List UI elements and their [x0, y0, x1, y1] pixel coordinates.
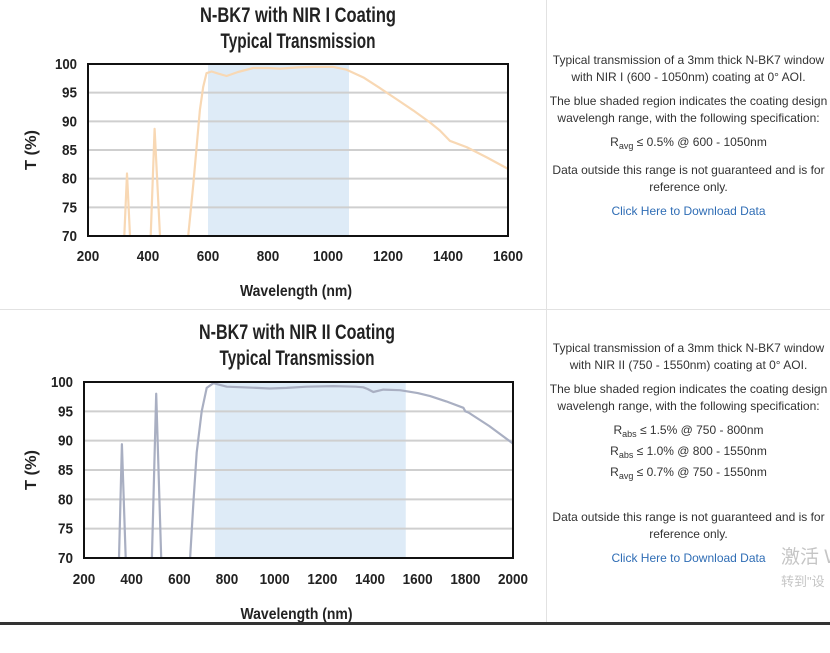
y-tick-label: 80 — [62, 171, 77, 188]
transmission-curve — [189, 382, 514, 559]
y-tick-label: 100 — [51, 374, 73, 391]
y-tick-label: 75 — [62, 199, 77, 216]
y-axis-label: T (%) — [23, 130, 40, 170]
y-tick-label: 95 — [62, 85, 77, 102]
chart-title: N-BK7 with NIR I Coating — [200, 4, 396, 27]
chart-title: Typical Transmission — [220, 347, 375, 370]
x-tick-label: 200 — [77, 248, 100, 265]
activation-watermark-line2: 转到"设 — [781, 574, 825, 589]
download-data-link[interactable]: Click Here to Download Data — [611, 551, 766, 565]
download-data-link[interactable]: Click Here to Download Data — [611, 204, 766, 218]
x-axis-label: Wavelength (nm) — [240, 283, 352, 300]
spec-line: Rabs ≤ 1.0% @ 800 - 1550nm — [610, 444, 767, 460]
x-tick-label: 400 — [137, 248, 160, 265]
x-tick-label: 400 — [120, 571, 143, 588]
transmission-curve — [149, 127, 162, 237]
plot-frame — [83, 381, 514, 559]
spec-line: Rabs ≤ 1.5% @ 750 - 800nm — [613, 423, 764, 439]
chart-title: N-BK7 with NIR II Coating — [199, 321, 395, 344]
transmission-curve — [123, 172, 132, 237]
x-tick-label: 200 — [73, 571, 96, 588]
y-tick-label: 90 — [62, 113, 77, 130]
transmission-chart-nir-i: N-BK7 with NIR I Coating Typical Transmis… — [23, 4, 523, 300]
chart-title: Typical Transmission — [221, 30, 376, 53]
x-tick-label: 1600 — [493, 248, 523, 265]
y-tick-label: 70 — [62, 228, 77, 245]
x-tick-label: 1400 — [433, 248, 463, 265]
x-tick-label: 2000 — [498, 571, 528, 588]
chart-cell-nir-ii: N-BK7 with NIR II Coating Typical Transmi… — [0, 310, 547, 623]
disclaimer-text: Data outside this range is not guarantee… — [552, 163, 825, 194]
activation-watermark-line1: 激活 W — [781, 547, 830, 568]
y-axis-label: T (%) — [23, 450, 40, 490]
spec-line: Ravg ≤ 0.5% @ 600 - 1050nm — [610, 135, 767, 151]
product-row-nir-i: N-BK7 with NIR I Coating Typical Transmis… — [0, 0, 830, 309]
y-tick-label: 85 — [58, 462, 73, 479]
y-tick-label: 85 — [62, 142, 77, 159]
plot-frame — [87, 63, 509, 237]
x-tick-label: 600 — [197, 248, 220, 265]
x-tick-label: 1000 — [260, 571, 290, 588]
y-tick-label: 95 — [58, 403, 73, 420]
transmission-curve — [117, 443, 127, 559]
y-tick-label: 70 — [58, 550, 73, 567]
y-tick-label: 100 — [55, 56, 77, 73]
transmission-chart-nir-ii: N-BK7 with NIR II Coating Typical Transmi… — [23, 321, 528, 623]
x-tick-label: 1800 — [450, 571, 480, 588]
y-tick-label: 75 — [58, 521, 73, 538]
x-tick-label: 600 — [168, 571, 191, 588]
shading-note: The blue shaded region indicates the coa… — [549, 382, 828, 413]
x-axis-label: Wavelength (nm) — [241, 606, 353, 623]
x-tick-label: 1400 — [355, 571, 385, 588]
shading-note: The blue shaded region indicates the coa… — [549, 94, 828, 125]
description-text: Typical transmission of a 3mm thick N-BK… — [552, 53, 825, 84]
y-tick-label: 80 — [58, 491, 73, 508]
description-panel-nir-ii: Typical transmission of a 3mm thick N-BK… — [547, 310, 830, 653]
x-tick-label: 800 — [216, 571, 239, 588]
disclaimer-text: Data outside this range is not guarantee… — [552, 510, 825, 541]
x-tick-label: 800 — [257, 248, 280, 265]
x-tick-label: 1200 — [373, 248, 403, 265]
description-text: Typical transmission of a 3mm thick N-BK… — [552, 341, 825, 372]
y-tick-label: 90 — [58, 433, 73, 450]
transmission-curve — [150, 392, 163, 559]
spec-line: Ravg ≤ 0.7% @ 750 - 1550nm — [610, 465, 767, 481]
description-panel-nir-i: Typical transmission of a 3mm thick N-BK… — [547, 0, 830, 361]
bottom-border — [0, 622, 830, 625]
x-tick-label: 1000 — [313, 248, 343, 265]
chart-cell-nir-i: N-BK7 with NIR I Coating Typical Transmis… — [0, 0, 547, 309]
product-row-nir-ii: N-BK7 with NIR II Coating Typical Transmi… — [0, 309, 830, 623]
transmission-curve — [187, 65, 509, 237]
x-tick-label: 1200 — [307, 571, 337, 588]
x-tick-label: 1600 — [403, 571, 433, 588]
